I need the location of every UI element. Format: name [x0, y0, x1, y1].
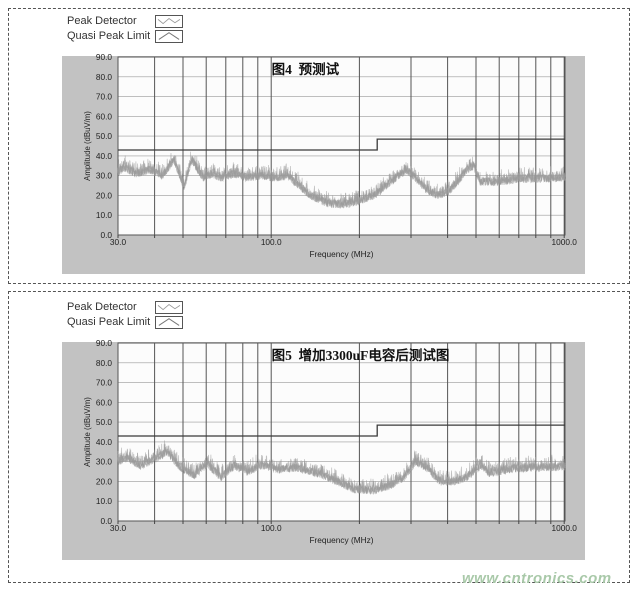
svg-text:20.0: 20.0 [96, 476, 113, 486]
svg-text:70.0: 70.0 [96, 378, 113, 388]
svg-text:50.0: 50.0 [96, 417, 113, 427]
svg-text:70.0: 70.0 [96, 92, 113, 102]
svg-text:Amplitude (dBuV/m): Amplitude (dBuV/m) [83, 397, 92, 467]
svg-text:20.0: 20.0 [96, 190, 113, 200]
svg-text:Frequency (MHz): Frequency (MHz) [309, 535, 373, 545]
svg-text:30.0: 30.0 [110, 523, 127, 533]
svg-text:90.0: 90.0 [96, 338, 113, 348]
svg-text:30.0: 30.0 [96, 457, 113, 467]
svg-text:90.0: 90.0 [96, 52, 113, 62]
svg-text:40.0: 40.0 [96, 151, 113, 161]
svg-text:50.0: 50.0 [96, 131, 113, 141]
svg-text:1000.0: 1000.0 [552, 523, 578, 533]
svg-text:60.0: 60.0 [96, 397, 113, 407]
svg-text:40.0: 40.0 [96, 437, 113, 447]
svg-text:80.0: 80.0 [96, 358, 113, 368]
svg-text:图5 增加3300uF电容后测试图: 图5 增加3300uF电容后测试图 [272, 347, 450, 363]
svg-text:100.0: 100.0 [261, 237, 282, 247]
svg-text:100.0: 100.0 [261, 523, 282, 533]
svg-text:10.0: 10.0 [96, 210, 113, 220]
svg-text:30.0: 30.0 [110, 237, 127, 247]
svg-text:30.0: 30.0 [96, 171, 113, 181]
svg-text:Frequency (MHz): Frequency (MHz) [309, 249, 373, 259]
svg-text:1000.0: 1000.0 [552, 237, 578, 247]
svg-text:60.0: 60.0 [96, 111, 113, 121]
svg-text:Amplitude (dBuV/m): Amplitude (dBuV/m) [83, 111, 92, 181]
svg-text:80.0: 80.0 [96, 72, 113, 82]
svg-text:10.0: 10.0 [96, 496, 113, 506]
svg-text:图4 预测试: 图4 预测试 [272, 61, 340, 77]
